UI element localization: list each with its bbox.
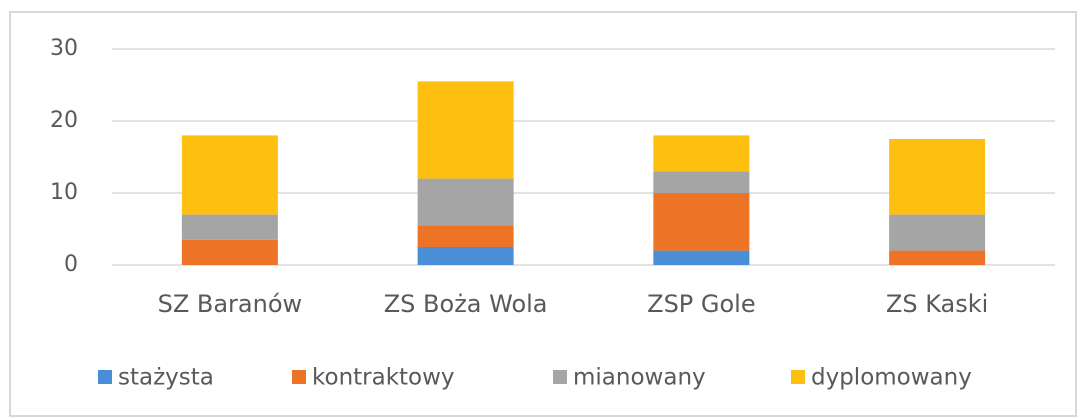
bar-segment: [653, 193, 750, 251]
x-tick-label: ZSP Gole: [647, 290, 756, 318]
legend-label: stażysta: [118, 365, 214, 391]
bar-segment: [889, 139, 986, 215]
bar-segment: [181, 214, 278, 240]
bar-segment: [653, 135, 750, 172]
x-tick-label: ZS Kaski: [886, 290, 988, 318]
legend-label: kontraktowy: [312, 365, 455, 391]
bar-segment: [889, 250, 986, 265]
bar-segment: [653, 250, 750, 265]
legend-label: mianowany: [573, 365, 706, 391]
y-tick-label: 20: [50, 108, 78, 133]
bar-segment: [181, 239, 278, 265]
legend-swatch: [98, 370, 112, 384]
bar-segment: [889, 214, 986, 251]
bar-segment: [653, 171, 750, 193]
legend-swatch: [553, 370, 567, 384]
x-tick-label: ZS Boża Wola: [384, 290, 548, 318]
legend-swatch: [791, 370, 805, 384]
bar-segment: [417, 247, 514, 265]
bar-segment: [417, 225, 514, 247]
x-tick-label: SZ Baranów: [158, 290, 303, 318]
legend-label: dyplomowany: [811, 365, 972, 391]
y-tick-label: 0: [64, 252, 78, 277]
bar-segment: [417, 178, 514, 226]
y-tick-label: 30: [50, 36, 78, 61]
legend-swatch: [292, 370, 306, 384]
bar-segment: [181, 135, 278, 215]
y-tick-label: 10: [50, 180, 78, 205]
bar-segment: [417, 81, 514, 179]
